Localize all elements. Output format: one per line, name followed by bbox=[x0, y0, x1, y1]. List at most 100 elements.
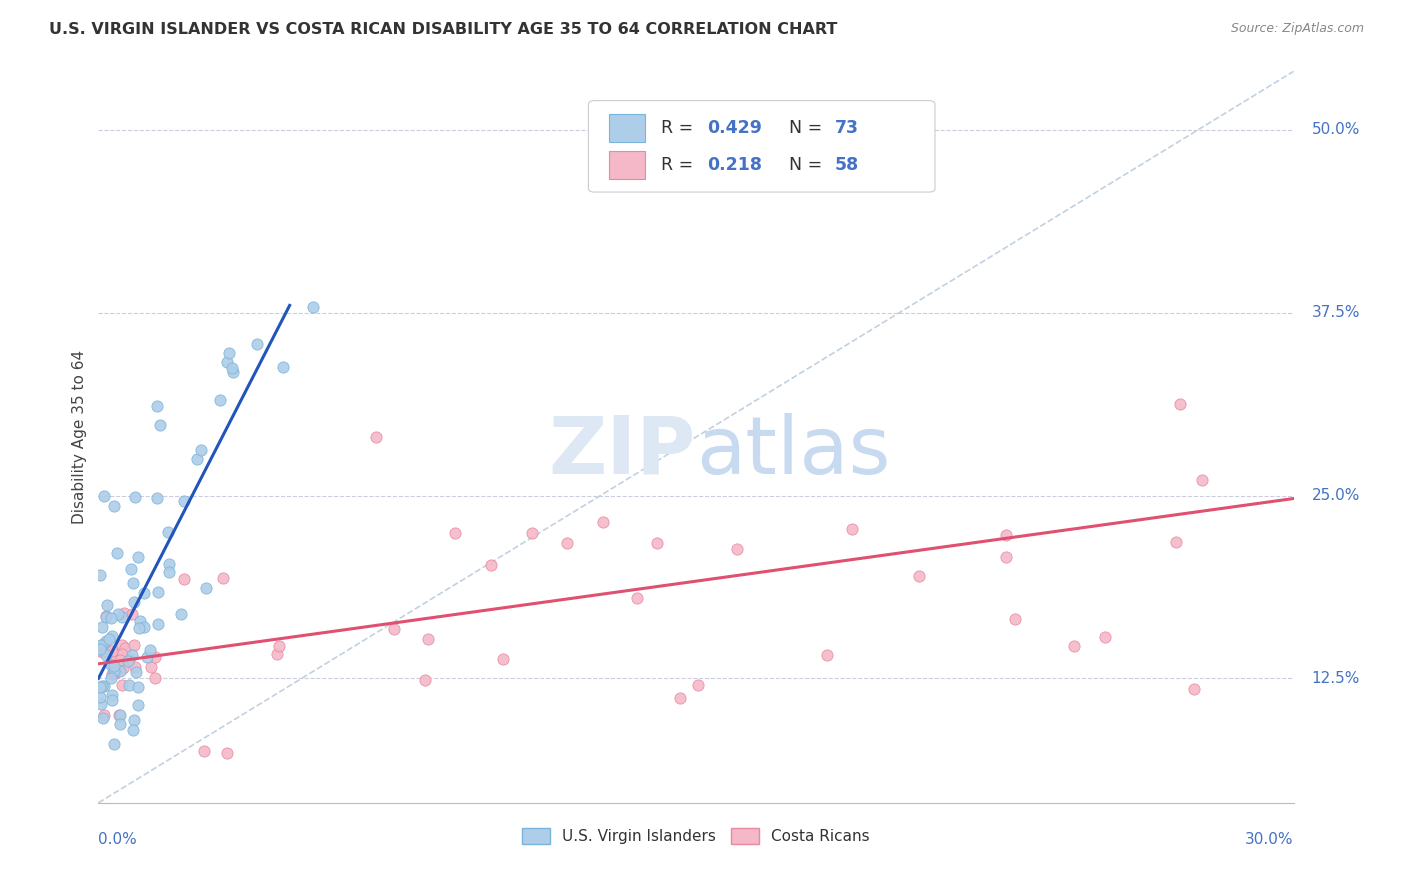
Point bbox=[96, 598, 118, 612]
Point bbox=[89, 644, 111, 658]
Point bbox=[104, 665, 127, 680]
Text: N =: N = bbox=[789, 156, 828, 174]
Text: 37.5%: 37.5% bbox=[1312, 305, 1360, 320]
Point bbox=[157, 565, 180, 579]
Point bbox=[520, 525, 543, 540]
Point bbox=[124, 665, 146, 680]
Point bbox=[128, 621, 150, 635]
Point bbox=[157, 558, 180, 572]
Point bbox=[110, 653, 132, 667]
Point bbox=[100, 658, 122, 673]
Point bbox=[101, 688, 124, 702]
Point bbox=[112, 607, 135, 621]
Text: R =: R = bbox=[661, 156, 699, 174]
Point bbox=[124, 595, 146, 609]
Point bbox=[93, 708, 115, 723]
Text: 50.0%: 50.0% bbox=[1312, 122, 1360, 137]
Point bbox=[105, 546, 128, 560]
Point bbox=[90, 638, 112, 652]
Point bbox=[100, 611, 122, 625]
Point bbox=[94, 634, 117, 648]
Point bbox=[143, 650, 166, 665]
Point bbox=[1004, 612, 1026, 626]
Text: R =: R = bbox=[661, 119, 699, 136]
Point bbox=[90, 620, 112, 634]
Point bbox=[111, 638, 134, 652]
Point bbox=[246, 336, 269, 351]
Point bbox=[592, 515, 614, 529]
Point bbox=[143, 671, 166, 685]
Point bbox=[121, 723, 143, 737]
Point bbox=[132, 586, 155, 600]
Point bbox=[108, 708, 131, 723]
Point bbox=[94, 608, 117, 623]
Point bbox=[195, 581, 218, 595]
Point bbox=[669, 690, 692, 705]
Point bbox=[93, 679, 115, 693]
Point bbox=[271, 359, 294, 374]
Point bbox=[139, 643, 162, 657]
Point bbox=[688, 678, 710, 692]
Point bbox=[127, 698, 149, 712]
Point bbox=[103, 665, 125, 679]
Point bbox=[121, 575, 143, 590]
Point bbox=[908, 569, 931, 583]
Point bbox=[208, 392, 231, 407]
Point bbox=[994, 527, 1017, 541]
Text: 12.5%: 12.5% bbox=[1312, 671, 1360, 686]
Text: N =: N = bbox=[789, 119, 828, 136]
Point bbox=[108, 716, 131, 731]
Legend: U.S. Virgin Islanders, Costa Ricans: U.S. Virgin Islanders, Costa Ricans bbox=[516, 822, 876, 850]
Point bbox=[127, 550, 149, 565]
Point bbox=[111, 610, 134, 624]
Point bbox=[93, 490, 115, 504]
Point bbox=[127, 680, 149, 694]
Text: 0.218: 0.218 bbox=[707, 156, 762, 174]
Point bbox=[121, 607, 143, 621]
Point bbox=[994, 549, 1017, 564]
Point bbox=[93, 711, 115, 725]
Point bbox=[128, 614, 150, 628]
Point bbox=[148, 616, 170, 631]
Point bbox=[215, 355, 238, 369]
Text: 25.0%: 25.0% bbox=[1312, 488, 1360, 503]
Point bbox=[815, 648, 838, 662]
Point bbox=[173, 572, 195, 586]
Point bbox=[103, 665, 125, 680]
Point bbox=[89, 680, 111, 694]
Y-axis label: Disability Age 35 to 64: Disability Age 35 to 64 bbox=[72, 350, 87, 524]
Point bbox=[91, 645, 114, 659]
Text: U.S. VIRGIN ISLANDER VS COSTA RICAN DISABILITY AGE 35 TO 64 CORRELATION CHART: U.S. VIRGIN ISLANDER VS COSTA RICAN DISA… bbox=[49, 22, 838, 37]
Point bbox=[103, 737, 125, 751]
Point bbox=[266, 647, 288, 661]
Point bbox=[100, 671, 122, 685]
Point bbox=[121, 648, 143, 662]
Point bbox=[101, 628, 124, 642]
Point bbox=[90, 697, 112, 711]
Point bbox=[218, 346, 240, 360]
Point bbox=[101, 667, 124, 681]
Point bbox=[146, 585, 169, 599]
Point bbox=[479, 558, 502, 572]
Point bbox=[156, 525, 179, 540]
Point bbox=[93, 643, 115, 657]
Point bbox=[101, 644, 124, 658]
FancyBboxPatch shape bbox=[589, 101, 935, 192]
Point bbox=[118, 678, 141, 692]
Point bbox=[193, 744, 215, 758]
Point bbox=[89, 567, 111, 582]
Point bbox=[1164, 535, 1187, 549]
Point bbox=[221, 361, 243, 376]
Point bbox=[89, 690, 111, 704]
Point bbox=[112, 661, 135, 675]
Point bbox=[555, 536, 578, 550]
Point bbox=[725, 542, 748, 557]
Point bbox=[141, 660, 163, 674]
Point bbox=[94, 610, 117, 624]
Point bbox=[122, 638, 145, 652]
Text: 0.429: 0.429 bbox=[707, 119, 762, 136]
Point bbox=[1182, 682, 1205, 697]
Point bbox=[107, 607, 129, 621]
Point bbox=[302, 300, 325, 314]
Point bbox=[111, 647, 134, 661]
